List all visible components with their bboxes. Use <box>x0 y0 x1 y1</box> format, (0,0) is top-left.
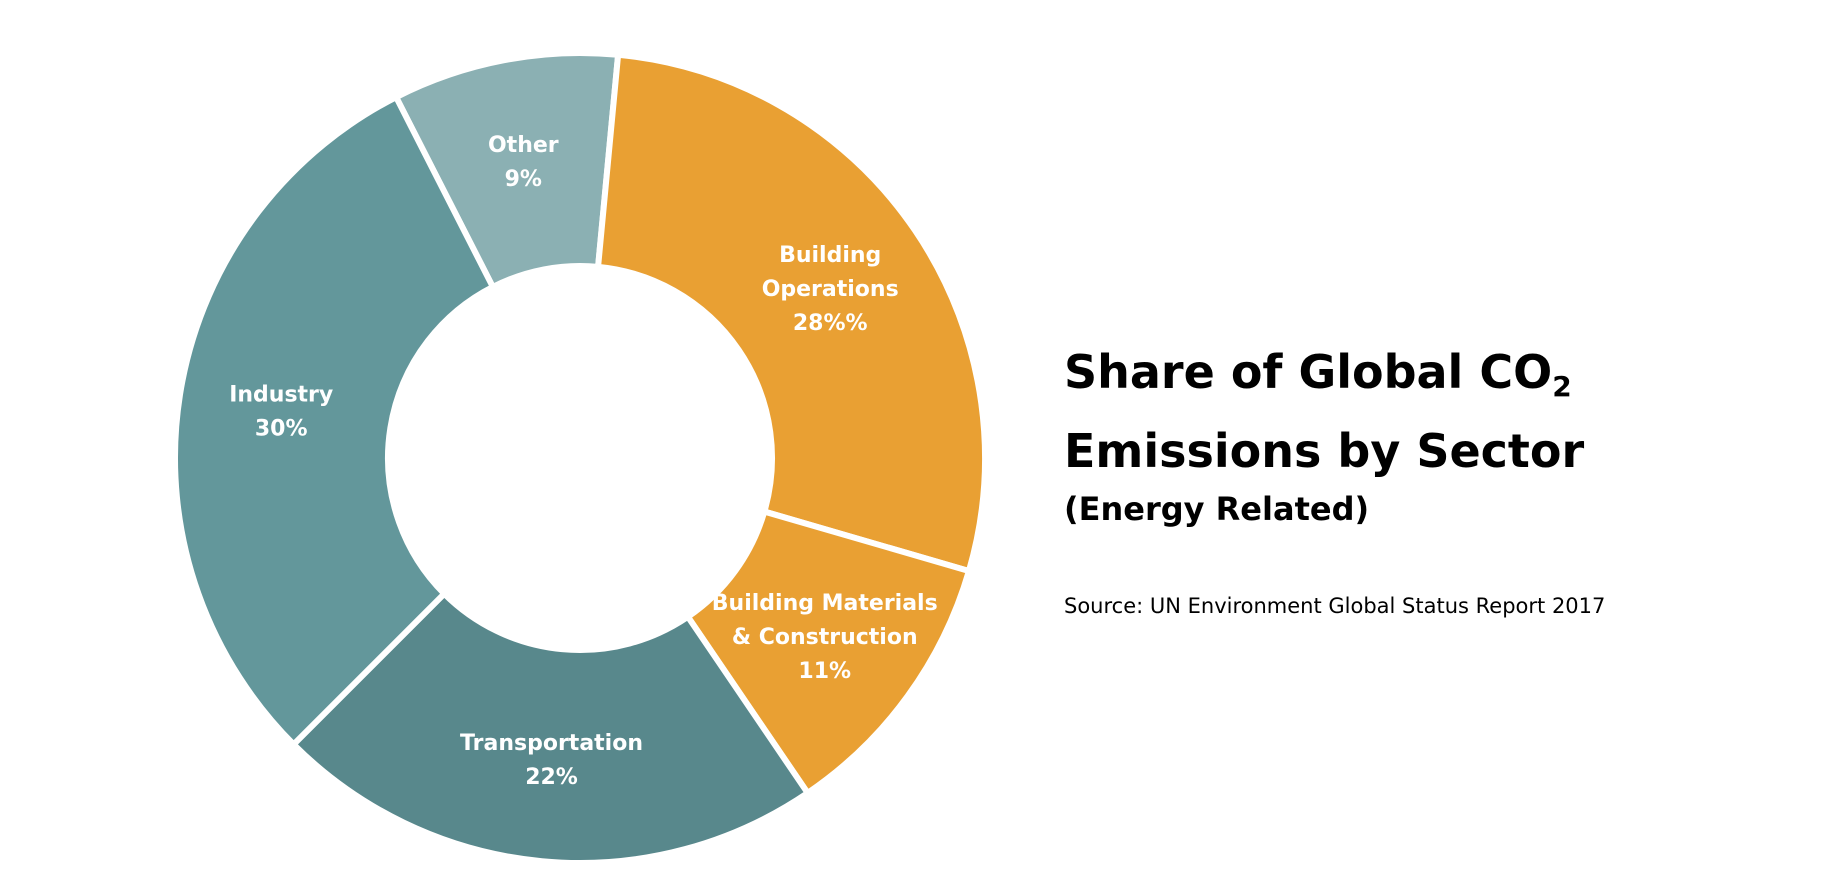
slice-label-building-operations: Building Operations 28%% <box>762 243 899 336</box>
chart-title-subscript: 2 <box>1552 370 1572 403</box>
chart-subtitle: (Energy Related) <box>1064 490 1370 528</box>
slice-building-operations <box>594 51 988 575</box>
slice-label-building-materials-and-construction: Building Materials & Construction 11% <box>712 591 938 684</box>
chart-title-block: Share of Global CO2 Emissions by Sector … <box>1064 340 1824 533</box>
chart-title-line-1: Share of Global CO2 <box>1064 340 1824 419</box>
chart-title-line-2: Emissions by Sector <box>1064 424 1585 478</box>
chart-slices <box>172 50 988 866</box>
chart-slice-labels: Other 9% Building Operations 28%% Building Ma… <box>229 133 937 790</box>
chart-source-note: Source: UN Environment Global Status Rep… <box>1064 594 1606 618</box>
chart-title-subscript-wrap: 2 <box>1552 345 1571 403</box>
slice-industry <box>172 93 497 749</box>
slice-label-other: Other 9% <box>488 133 559 192</box>
slice-label-industry: Industry 30% <box>229 383 333 442</box>
slice-building-materials-and-construction <box>683 507 973 798</box>
chart-title-prefix: Share of Global CO <box>1064 345 1553 399</box>
slice-label-transportation: Transportation 22% <box>460 731 643 790</box>
slice-transportation <box>289 589 812 866</box>
